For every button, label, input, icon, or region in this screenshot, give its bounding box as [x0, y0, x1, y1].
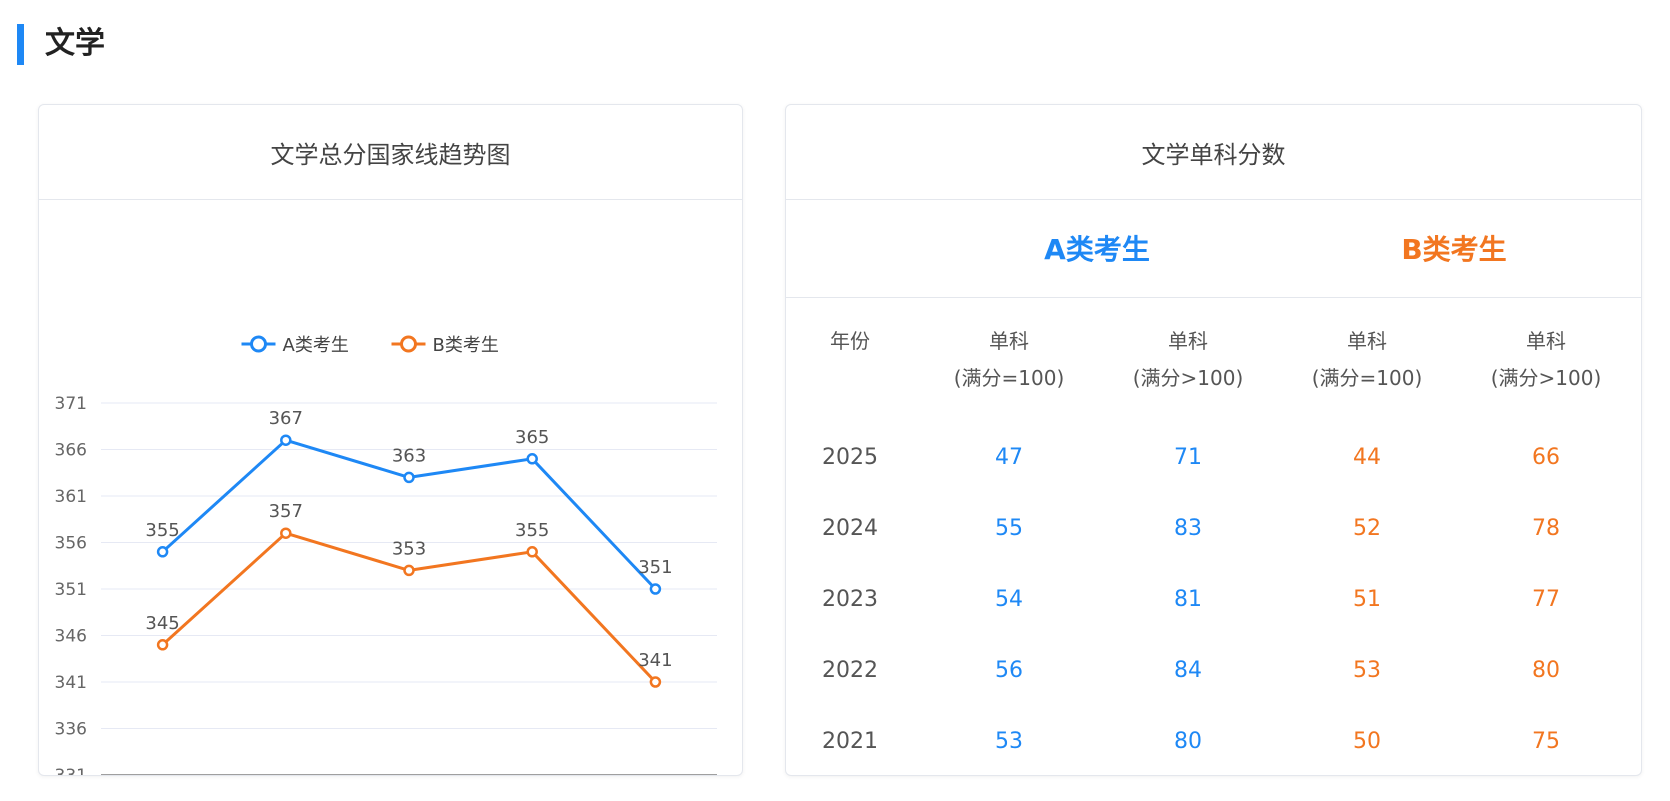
data-point [649, 583, 662, 595]
row-2024-year: 2024 [822, 516, 878, 541]
data-point [156, 639, 169, 651]
row-2025-b-full100: 44 [1353, 445, 1381, 470]
row-2023-b-full100: 51 [1353, 587, 1381, 612]
data-label: 341 [638, 650, 672, 671]
data-point [280, 527, 292, 539]
data-point [403, 564, 415, 577]
data-label: 357 [269, 501, 303, 522]
y-tick-label: 371 [55, 394, 87, 414]
group-header-row: A类考生 B类考生 [786, 200, 1641, 298]
row-2021-a-full100: 53 [995, 729, 1023, 754]
row-2025-b-fullover: 66 [1532, 445, 1560, 470]
table-card-title: 文学单科分数 [786, 105, 1641, 200]
trend-chart: 3313363413463513563613663712021202220232… [55, 335, 717, 776]
data-point [649, 676, 662, 688]
data-point [156, 546, 169, 558]
col-b-full100-header: 单科 (满分=100) [1277, 323, 1457, 397]
chart-card-title: 文学总分国家线趋势图 [39, 105, 742, 200]
col-full100-label: (满分=100) [1311, 366, 1423, 390]
data-label: 345 [145, 613, 179, 634]
data-point [526, 546, 538, 558]
data-label: 355 [515, 520, 549, 541]
col-single-label: 单科 [1526, 329, 1566, 353]
legend-label: B类考生 [433, 335, 499, 356]
trend-chart-card: 文学总分国家线趋势图 33133634134635135636136637120… [38, 104, 743, 776]
y-tick-label: 341 [55, 673, 87, 693]
row-2025-a-full100: 47 [995, 445, 1023, 470]
row-2024-b-fullover: 78 [1532, 516, 1560, 541]
legend-swatch-marker [250, 335, 267, 353]
row-2022-a-full100: 56 [995, 658, 1023, 683]
section-accent-bar [17, 24, 24, 65]
data-point [403, 471, 415, 484]
data-label: 367 [269, 408, 303, 429]
col-single-label: 单科 [1168, 329, 1208, 353]
y-tick-label: 366 [55, 441, 87, 461]
data-point [526, 453, 538, 465]
legend-label: A类考生 [283, 335, 349, 356]
legend-swatch-marker [400, 335, 417, 353]
col-single-label: 单科 [989, 329, 1029, 353]
row-2024-a-fullover: 83 [1174, 516, 1202, 541]
row-2021-b-full100: 50 [1353, 729, 1381, 754]
data-label: 353 [392, 538, 426, 559]
col-fullover-label: (满分>100) [1132, 366, 1244, 390]
group-b-label: B类考生 [1401, 233, 1507, 266]
score-table-card: 文学单科分数 A类考生 B类考生 年份 单科 (满分=100) 单科 (满分>1… [785, 104, 1642, 776]
row-2021-a-fullover: 80 [1174, 729, 1202, 754]
data-label: 355 [145, 520, 179, 541]
y-tick-label: 331 [55, 766, 87, 776]
data-label: 365 [515, 427, 549, 448]
col-fullover-label: (满分>100) [1490, 366, 1602, 390]
y-tick-label: 361 [55, 487, 87, 507]
row-2024-b-full100: 52 [1353, 516, 1381, 541]
row-2025-a-fullover: 71 [1174, 445, 1202, 470]
row-2022-year: 2022 [822, 658, 878, 683]
col-a-full100-header: 单科 (满分=100) [919, 323, 1099, 397]
y-tick-label: 346 [55, 627, 87, 647]
col-b-fullover-header: 单科 (满分>100) [1456, 323, 1636, 397]
row-2023-year: 2023 [822, 587, 878, 612]
row-2023-b-fullover: 77 [1532, 587, 1560, 612]
y-tick-label: 356 [55, 534, 87, 554]
row-2021-year: 2021 [822, 729, 878, 754]
row-2022-b-fullover: 80 [1532, 658, 1560, 683]
row-2022-a-fullover: 84 [1174, 658, 1202, 683]
y-tick-label: 336 [55, 720, 87, 740]
row-2022-b-full100: 53 [1353, 658, 1381, 683]
data-label: 351 [638, 557, 672, 578]
data-label: 363 [392, 445, 426, 466]
row-2025-year: 2025 [822, 445, 878, 470]
section-title: 文学 [45, 26, 105, 61]
y-tick-label: 351 [55, 580, 87, 600]
row-2024-a-full100: 55 [995, 516, 1023, 541]
row-2023-a-full100: 54 [995, 587, 1023, 612]
group-a-label: A类考生 [1044, 233, 1150, 266]
col-year-header: 年份 [786, 323, 940, 360]
row-2021-b-fullover: 75 [1532, 729, 1560, 754]
col-a-fullover-header: 单科 (满分>100) [1098, 323, 1278, 397]
col-year-label: 年份 [830, 329, 870, 353]
col-full100-label: (满分=100) [953, 366, 1065, 390]
row-2023-a-fullover: 81 [1174, 587, 1202, 612]
col-single-label: 单科 [1347, 329, 1387, 353]
data-point [280, 434, 292, 446]
